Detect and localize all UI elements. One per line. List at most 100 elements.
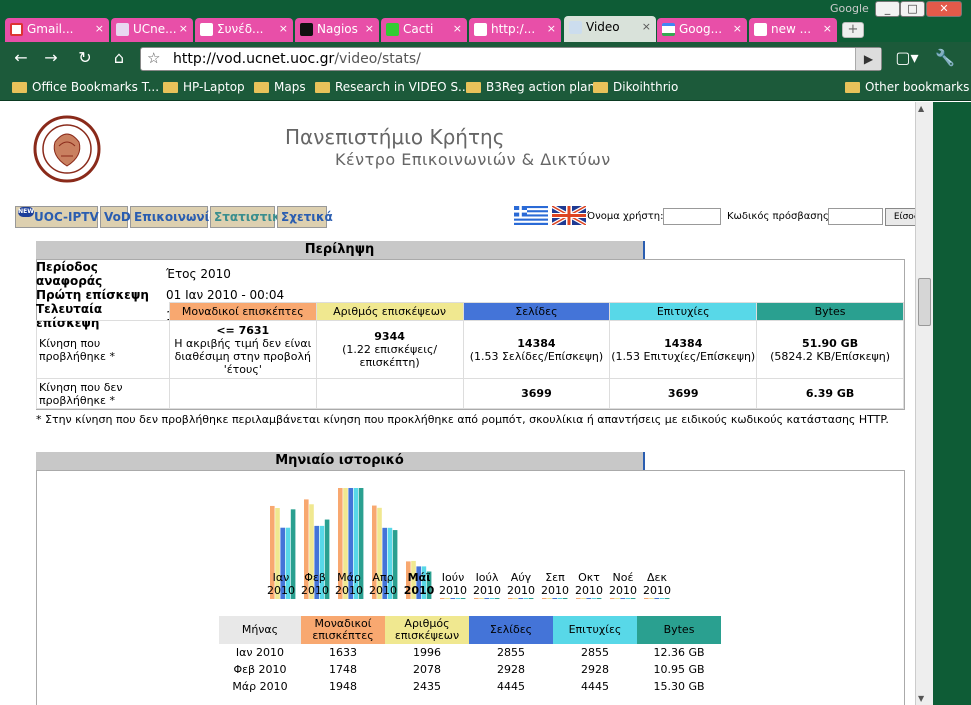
bookmark-dikoihthrio[interactable]: Dikoihthrio [593,80,678,94]
page-scrollbar[interactable]: ▲ ▼ [915,102,933,705]
scroll-up-icon[interactable]: ▲ [918,104,925,113]
home-button[interactable]: ⌂ [106,47,132,71]
close-tab-icon[interactable]: × [452,22,462,35]
folder-icon [254,82,269,93]
pages-bar [450,598,455,599]
nav-uoc-iptv[interactable]: NEW UOC-IPTV [15,206,99,228]
greek-flag-icon[interactable] [514,206,548,225]
close-tab-icon[interactable]: × [732,22,742,35]
bytes-bar [630,598,636,599]
close-tab-icon[interactable]: × [94,22,104,35]
folder-icon [845,82,860,93]
username-input[interactable] [663,208,721,225]
bytes-bar [460,598,466,599]
col-month: Μήνας [219,616,301,644]
tab-http[interactable]: http:/... × [469,18,561,42]
bookmark-office[interactable]: Office Bookmarks T... [12,80,159,94]
tab-synedr[interactable]: Συνέδ... × [195,18,293,42]
tab-cacti[interactable]: Cacti × [381,18,467,42]
hits-bar [455,598,461,599]
unique-visitors-value: <= 7631 [216,323,270,337]
bytes-bar [494,598,500,599]
minimize-button[interactable]: _ [875,1,900,17]
hits-bar [353,488,359,599]
month-label-current: Μάϊ 2010 [403,571,435,597]
first-visit-label: Πρώτη επίσκεψη [36,288,149,302]
tab-new[interactable]: new ... × [749,18,837,42]
folder-icon [12,82,27,93]
visits-bar [615,598,620,599]
nav-statistics[interactable]: Στατιστικά [210,206,289,228]
back-button[interactable]: ← [8,47,34,71]
page-icon [200,23,213,36]
month-label: Σεπ 2010 [541,571,569,597]
month-label: Αύγ 2010 [507,571,535,597]
new-badge-icon: NEW [18,207,34,217]
password-input[interactable] [828,208,883,225]
visits-bar [309,504,314,599]
close-tab-icon[interactable]: × [364,22,374,35]
pages-bar [348,488,353,599]
bytes-bar [562,598,568,599]
month-label: Απρ 2010 [369,571,397,597]
star-icon[interactable]: ☆ [147,49,161,67]
window-frame-right [933,102,971,705]
tab-video[interactable]: Video × [564,16,656,42]
nav-vod[interactable]: VoD [100,206,131,228]
nav-contact[interactable]: Επικοινωνία [130,206,218,228]
visits-bar [649,598,654,599]
gmail-icon [10,23,23,36]
bytes-bar [596,598,602,599]
summary-header-row: Μοναδικοί επισκέπτες Αριθμός επισκέψεων … [37,302,904,321]
hits-value: 14384 [664,336,703,350]
bookmark-maps[interactable]: Maps [254,80,306,94]
maximize-button[interactable]: □ [900,1,925,17]
monthly-table: Μήνας Μοναδικοί επισκέπτες Αριθμός επισκ… [219,616,721,695]
forward-button[interactable]: → [38,47,64,71]
address-bar[interactable]: ☆ http://vod.ucnet.uoc.gr/video/stats/ ▶ [140,47,882,71]
tab-google[interactable]: Goog... × [657,18,747,42]
close-tab-icon[interactable]: × [822,22,832,35]
scroll-down-icon[interactable]: ▼ [918,694,925,703]
summary-table: Μοναδικοί επισκέπτες Αριθμός επισκέψεων … [36,302,904,409]
pages-note: (1.53 Σελίδες/Επίσκεψη) [469,349,604,363]
not-viewed-traffic-label: Κίνηση που δεν προβλήθηκε * [36,378,170,409]
pages-bar [518,598,523,599]
google-icon [662,23,675,36]
browser-toolbar: ← → ↻ ⌂ ☆ http://vod.ucnet.uoc.gr/video/… [0,42,971,76]
page-menu-button[interactable]: ▢▾ [890,47,924,71]
other-bookmarks[interactable]: Other bookmarks [845,80,969,94]
bookmark-hp-laptop[interactable]: HP-Laptop [163,80,245,94]
close-tab-icon[interactable]: × [178,22,188,35]
go-button[interactable]: ▶ [855,48,881,70]
close-window-button[interactable]: ✕ [926,1,962,17]
tab-gmail[interactable]: Gmail... × [5,18,109,42]
login-button[interactable]: Είσοδος [885,208,915,226]
close-tab-icon[interactable]: × [641,20,651,33]
password-label: Κωδικός πρόσβασης: [727,211,833,222]
forward-arrow-icon: → [44,48,58,67]
table-row: Φεβ 2010 1748 2078 2928 2928 10.95 GB [233,663,705,676]
nav-about[interactable]: Σχετικά [277,206,333,228]
col-unique-visitors: Μοναδικοί επισκέπτες [301,616,385,644]
tab-ucnet[interactable]: UCne... × [111,18,193,42]
bookmark-research[interactable]: Research in VIDEO S... [315,80,470,94]
close-tab-icon[interactable]: × [546,22,556,35]
bytes-value: 51.90 GB [802,336,859,350]
unique-visitors-bar [576,598,581,599]
scrollbar-thumb[interactable] [918,278,931,326]
hits-bar [659,598,665,599]
bookmarks-bar: Office Bookmarks T... HP-Laptop Maps Res… [0,76,971,101]
viewed-traffic-label: Κίνηση που προβλήθηκε * [36,320,170,379]
visits-note: (1.22 επισκέψεις/επισκέπτη) [342,343,438,369]
table-row: Ιαν 2010 1633 1996 2855 2855 12.36 GB [235,646,705,659]
tab-nagios[interactable]: Nagios × [295,18,379,42]
month-label: Ιούλ 2010 [473,571,501,597]
close-tab-icon[interactable]: × [278,22,288,35]
not-viewed-traffic-row: Κίνηση που δεν προβλήθηκε * 3699 3699 6.… [36,378,904,409]
reload-button[interactable]: ↻ [72,47,98,71]
tools-menu-button[interactable]: 🔧 [928,47,962,71]
uk-flag-icon[interactable] [552,206,586,225]
new-tab-button[interactable]: + [842,22,864,38]
bookmark-b3reg[interactable]: B3Reg action plan [466,80,595,94]
